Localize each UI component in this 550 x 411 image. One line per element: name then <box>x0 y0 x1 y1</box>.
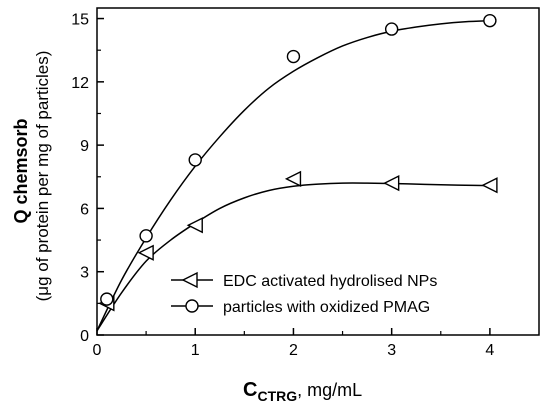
data-point-triangle <box>137 244 154 261</box>
data-point-circle <box>188 153 202 167</box>
legend-label-edc: EDC activated hydrolised NPs <box>223 273 437 290</box>
data-markers <box>98 13 498 312</box>
data-point-triangle <box>383 174 400 192</box>
y-tick-label: 6 <box>80 201 89 218</box>
legend: EDC activated hydrolised NPs particles w… <box>171 271 437 316</box>
fit-curve-series-1 <box>96 19 490 332</box>
y-tick-label: 12 <box>71 75 89 92</box>
data-point-circle <box>483 13 497 28</box>
y-tick-label: 0 <box>80 328 89 345</box>
data-point-triangle <box>186 217 203 234</box>
legend-triangle-left-icon <box>181 271 198 289</box>
data-point-circle <box>100 292 114 306</box>
data-point-circle <box>139 229 153 243</box>
fit-curves <box>96 19 490 332</box>
y-tick-label: 9 <box>80 138 89 155</box>
x-tick-label: 0 <box>93 342 102 359</box>
x-axis-label: C <box>243 379 257 401</box>
data-point-triangle <box>481 177 498 194</box>
x-tick-label: 3 <box>387 342 396 359</box>
x-tick-label: 1 <box>191 342 200 359</box>
data-point-triangle <box>284 170 302 188</box>
x-axis-label-subscript: CTRG <box>257 388 297 404</box>
y-axis-title: Q chemsorb <box>11 118 31 223</box>
y-axis-sublabel: (μg of protein per mg of particles) <box>33 51 52 302</box>
y-tick-label: 3 <box>80 265 89 282</box>
data-point-circle <box>384 22 399 36</box>
y-axis-subtitle: (μg of protein per mg of particles) <box>33 51 52 302</box>
y-axis-label: Q chemsorb <box>11 118 31 223</box>
axis-ticks <box>96 17 491 336</box>
legend-circle-icon <box>185 299 199 313</box>
plot-frame <box>96 7 540 336</box>
y-tick-label: 15 <box>71 12 89 29</box>
fit-curve-series-0 <box>96 182 490 332</box>
x-tick-label: 2 <box>289 342 298 359</box>
data-point-circle <box>286 49 301 64</box>
x-axis-title: CCTRG, mg/mL <box>243 379 362 404</box>
x-tick-label: 4 <box>485 342 494 359</box>
legend-label-pmag: particles with oxidized PMAG <box>223 299 430 316</box>
x-axis-unit: , mg/mL <box>297 380 362 400</box>
